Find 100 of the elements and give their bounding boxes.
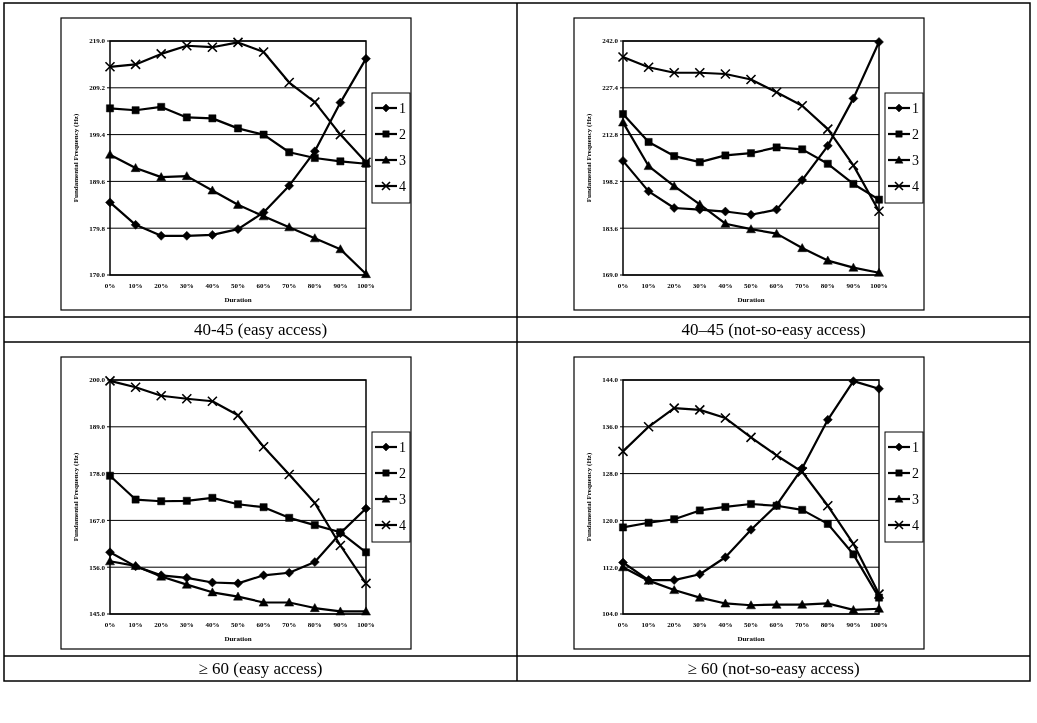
point — [694, 67, 706, 79]
point — [643, 161, 654, 170]
point — [617, 446, 629, 457]
point — [105, 556, 115, 566]
point — [284, 222, 294, 232]
point — [258, 570, 269, 581]
point — [848, 605, 859, 614]
point — [669, 203, 679, 213]
point — [848, 93, 859, 104]
point — [104, 375, 116, 387]
point — [130, 220, 141, 230]
point — [259, 503, 268, 512]
point — [695, 199, 705, 209]
point — [310, 154, 319, 162]
point — [823, 255, 833, 265]
point — [720, 598, 731, 608]
point — [669, 575, 679, 585]
point — [848, 376, 859, 386]
point — [643, 61, 654, 73]
point — [360, 578, 372, 589]
point — [131, 106, 140, 115]
point — [310, 521, 319, 529]
point — [208, 114, 217, 123]
point — [105, 547, 115, 558]
point — [310, 557, 320, 567]
point — [232, 410, 244, 421]
point — [822, 500, 834, 512]
point — [182, 113, 191, 122]
point — [745, 74, 757, 85]
point — [283, 77, 295, 88]
point — [823, 141, 833, 151]
point — [181, 393, 193, 405]
legend-label: 2 — [399, 465, 406, 481]
point — [155, 390, 167, 402]
point — [695, 158, 704, 167]
point — [695, 569, 705, 579]
legend-label: 3 — [399, 491, 406, 507]
point — [771, 450, 782, 461]
point — [823, 520, 832, 528]
point — [207, 185, 218, 195]
point — [771, 599, 782, 609]
point — [747, 500, 755, 508]
point — [233, 200, 243, 209]
legend-label: 2 — [912, 465, 919, 481]
point — [746, 209, 756, 220]
point — [335, 540, 346, 551]
point — [130, 59, 141, 70]
point — [232, 37, 244, 48]
point — [207, 41, 218, 53]
point — [285, 148, 294, 157]
point — [233, 224, 243, 234]
point — [130, 163, 141, 172]
point — [284, 567, 294, 578]
point — [207, 395, 218, 407]
point — [849, 550, 858, 559]
point — [104, 61, 116, 73]
legend-label: 3 — [399, 152, 406, 168]
point — [670, 515, 679, 524]
point — [822, 123, 834, 135]
point — [207, 587, 218, 597]
point — [156, 172, 166, 181]
point — [771, 86, 782, 98]
point — [259, 130, 268, 139]
point — [746, 224, 756, 234]
point — [336, 528, 345, 537]
point — [234, 500, 242, 509]
point — [105, 149, 115, 159]
point — [106, 104, 114, 113]
point — [182, 496, 191, 505]
text: ≥ 60 (not-so-easy access) — [687, 659, 860, 678]
point — [619, 523, 627, 532]
point — [157, 497, 166, 506]
point — [361, 503, 371, 514]
point — [362, 548, 370, 557]
point — [848, 262, 859, 272]
point — [309, 497, 321, 509]
point — [336, 157, 345, 166]
point — [798, 145, 807, 154]
point — [823, 159, 832, 168]
point — [670, 152, 679, 160]
point — [361, 606, 371, 616]
point — [720, 68, 731, 80]
point — [848, 538, 859, 550]
point — [745, 432, 757, 443]
point — [669, 181, 679, 191]
point — [796, 466, 808, 478]
legend-label: 4 — [912, 517, 919, 533]
point — [618, 117, 628, 127]
point — [182, 573, 192, 583]
point — [181, 40, 193, 52]
point — [797, 243, 807, 252]
point — [361, 53, 371, 64]
point — [258, 441, 269, 453]
point — [874, 37, 884, 47]
text: 40-45 (easy access) — [193, 320, 328, 339]
point — [258, 597, 269, 607]
point — [797, 599, 807, 609]
point — [721, 151, 730, 160]
point — [618, 156, 628, 166]
legend-label: 2 — [912, 126, 919, 142]
